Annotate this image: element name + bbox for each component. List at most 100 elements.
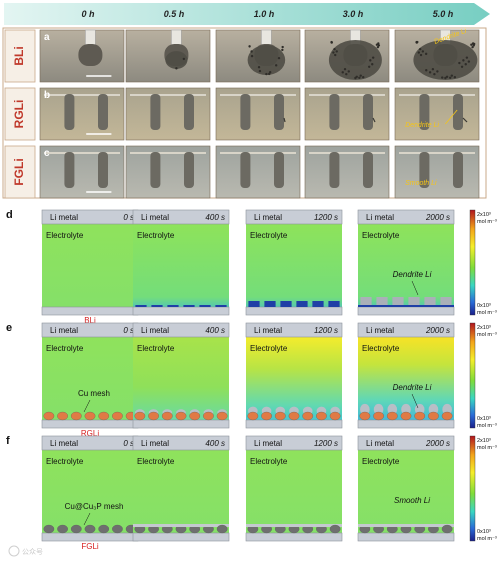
colorbar-gradient — [469, 322, 476, 429]
mesh-wire — [70, 524, 82, 534]
li-metal-label: Li metal — [254, 439, 282, 448]
deposit-speck — [418, 47, 422, 51]
photo-panel-a-0: a — [39, 29, 125, 83]
li-metal-strip — [245, 209, 343, 225]
deposit-speck — [377, 44, 381, 47]
annotation-arrow — [445, 109, 458, 125]
depletion-zone — [406, 305, 422, 307]
mesh-label: Cu@Cu₃P mesh — [65, 502, 124, 511]
mesh-wire — [329, 411, 341, 421]
deposit-speck — [417, 51, 421, 54]
mesh-label-pointer — [83, 399, 91, 413]
electrode-label: FGLi — [81, 542, 99, 551]
dendrite-bump — [151, 305, 163, 307]
mossy-deposit — [247, 44, 286, 76]
deposit-speck — [274, 64, 278, 67]
time-label-0: 0 h — [81, 9, 95, 19]
colorbar-gradient — [469, 209, 476, 316]
sim-time-label: 400 s — [205, 213, 225, 222]
electrode — [453, 94, 463, 130]
electrode-label: BLi — [84, 316, 96, 325]
mesh-wire — [441, 524, 453, 534]
electrode — [329, 152, 340, 188]
mesh-wire — [216, 411, 228, 421]
dendrite-bump — [215, 305, 227, 307]
photo-background — [125, 145, 211, 199]
row-tag-label: BLi — [12, 46, 26, 65]
mesh-wire — [203, 411, 214, 421]
mossy-deposit — [413, 40, 478, 80]
li-metal-label: Li metal — [141, 439, 169, 448]
deposit-speck — [465, 56, 469, 59]
sim-time-label: 0 s — [123, 439, 134, 448]
photo-panel-a-3 — [304, 29, 390, 83]
dendrite-bump — [328, 301, 340, 307]
photo-panel-c-3 — [304, 145, 390, 199]
electrode — [363, 152, 373, 188]
dendrite-bump — [183, 305, 195, 307]
photo-background — [215, 87, 301, 141]
bottom-electrode — [357, 532, 455, 542]
deposit-speck — [258, 69, 262, 73]
sim-panel-d-0: Li metal 0 s Electrolyte BLi — [41, 209, 139, 325]
cell-lid — [309, 94, 385, 96]
dendrite-bump — [376, 297, 388, 307]
deposit-speck — [421, 50, 425, 53]
electrode — [419, 152, 430, 188]
dendrite-filament — [372, 117, 376, 123]
electrode — [184, 94, 194, 130]
photo-panel-b-0: b — [39, 87, 125, 141]
electrode — [150, 94, 161, 130]
li-metal-label: Li metal — [141, 213, 169, 222]
bottom-electrode — [245, 306, 343, 316]
depletion-zone — [422, 305, 438, 307]
deposit-speck — [467, 60, 471, 63]
electrode — [419, 94, 430, 130]
deposit-speck — [371, 63, 374, 66]
cell-lid — [309, 152, 385, 154]
sim-panel-e-3: Li metal 2000 s Electrolyte Dendrite Li — [357, 322, 455, 429]
sim-panel-f-1: Li metal 400 s Electrolyte — [132, 435, 230, 542]
li-metal-strip — [357, 435, 455, 451]
li-metal-strip — [357, 209, 455, 225]
dendrite-filament — [462, 117, 468, 123]
electrode — [184, 152, 194, 188]
sim-panel-e-1: Li metal 400 s Electrolyte — [132, 322, 230, 429]
mesh-wire — [70, 411, 82, 421]
electrode — [64, 94, 75, 130]
li-metal-strip — [245, 322, 343, 338]
row-tag-RGLi: RGLi — [4, 87, 36, 141]
time-label-3: 3.0 h — [343, 9, 364, 19]
dendrite-bump — [167, 305, 179, 307]
deposit-speck — [375, 43, 379, 46]
bottom-electrode — [41, 532, 139, 542]
cell-lid — [130, 94, 206, 96]
li-metal-label: Li metal — [366, 326, 394, 335]
deposit-speck — [424, 52, 428, 56]
li-metal-label: Li metal — [254, 213, 282, 222]
deposit-speck — [436, 70, 439, 73]
deposit-speck — [334, 53, 337, 57]
mesh-wire — [98, 524, 110, 534]
sim-panel-f-2: Li metal 1200 s Electrolyte — [245, 435, 343, 542]
sim-annotation: Smooth Li — [394, 496, 430, 505]
deposit-speck — [330, 40, 333, 44]
electrode — [150, 152, 161, 188]
deposit-speck — [433, 72, 436, 76]
dendrite-bump — [264, 301, 276, 307]
sim-time-label: 1200 s — [314, 439, 338, 448]
mesh-wire — [316, 411, 327, 421]
deposit-speck — [458, 61, 461, 65]
deposit-speck — [425, 69, 428, 72]
electrode-tip — [78, 44, 103, 66]
mesh-wire — [359, 411, 371, 421]
electrode — [363, 94, 373, 130]
mossy-deposit — [328, 40, 382, 80]
photo-row-c: FGLi c Smooth Li — [4, 145, 480, 199]
deposit-speck — [250, 50, 253, 53]
mesh-wire — [112, 411, 123, 421]
